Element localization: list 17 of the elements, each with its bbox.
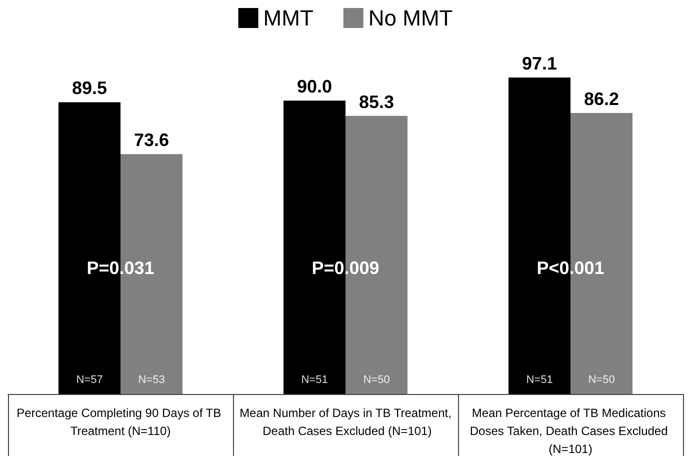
legend-label: No MMT: [368, 6, 453, 30]
legend-label: MMT: [263, 6, 314, 30]
data-label: 73.6: [134, 130, 170, 150]
annotation: N=50: [588, 374, 615, 386]
annotation: N=51: [526, 374, 553, 386]
x-tick-label: Mean Number of Days in TB Treatment, Death Cases Excluded (N=101): [240, 406, 452, 438]
annotation: N=57: [76, 374, 103, 386]
x-tick-label: Percentage Completing 90 Days of TB Treatment (N=110): [16, 406, 224, 438]
annotation: N=53: [138, 374, 165, 386]
data-label: 90.0: [296, 76, 332, 97]
data-label: 97.1: [522, 53, 558, 74]
annotation: N=51: [301, 374, 328, 386]
x-tick-label: Mean Percentage of TB Medications Doses Taken, Death Cases Excluded (N=101): [470, 406, 672, 456]
annotation: N=50: [363, 374, 390, 386]
data-label: 85.3: [358, 92, 394, 112]
data-label: 86.2: [584, 88, 620, 109]
data-label: 89.5: [72, 78, 108, 98]
